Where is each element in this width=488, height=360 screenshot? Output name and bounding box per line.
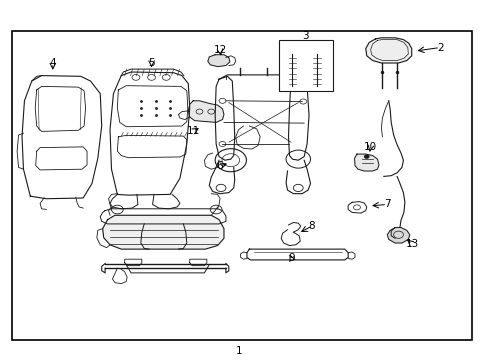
Polygon shape xyxy=(102,215,224,249)
Text: 11: 11 xyxy=(186,126,200,136)
Polygon shape xyxy=(365,38,411,63)
Polygon shape xyxy=(354,154,378,171)
Text: 13: 13 xyxy=(405,239,418,249)
Text: 3: 3 xyxy=(302,31,308,41)
Circle shape xyxy=(364,155,368,158)
Text: 9: 9 xyxy=(287,253,294,264)
Polygon shape xyxy=(386,228,409,243)
Polygon shape xyxy=(207,55,229,67)
Text: 10: 10 xyxy=(364,142,376,152)
Text: 1: 1 xyxy=(236,346,243,356)
Text: 2: 2 xyxy=(436,42,443,53)
Text: 12: 12 xyxy=(213,45,226,55)
Text: 6: 6 xyxy=(215,161,222,171)
Text: 7: 7 xyxy=(383,199,390,210)
Bar xyxy=(12,31,471,340)
Text: 5: 5 xyxy=(148,58,155,68)
Polygon shape xyxy=(188,101,224,122)
Bar xyxy=(278,40,333,91)
Text: 8: 8 xyxy=(308,221,315,231)
Text: 4: 4 xyxy=(49,58,56,68)
